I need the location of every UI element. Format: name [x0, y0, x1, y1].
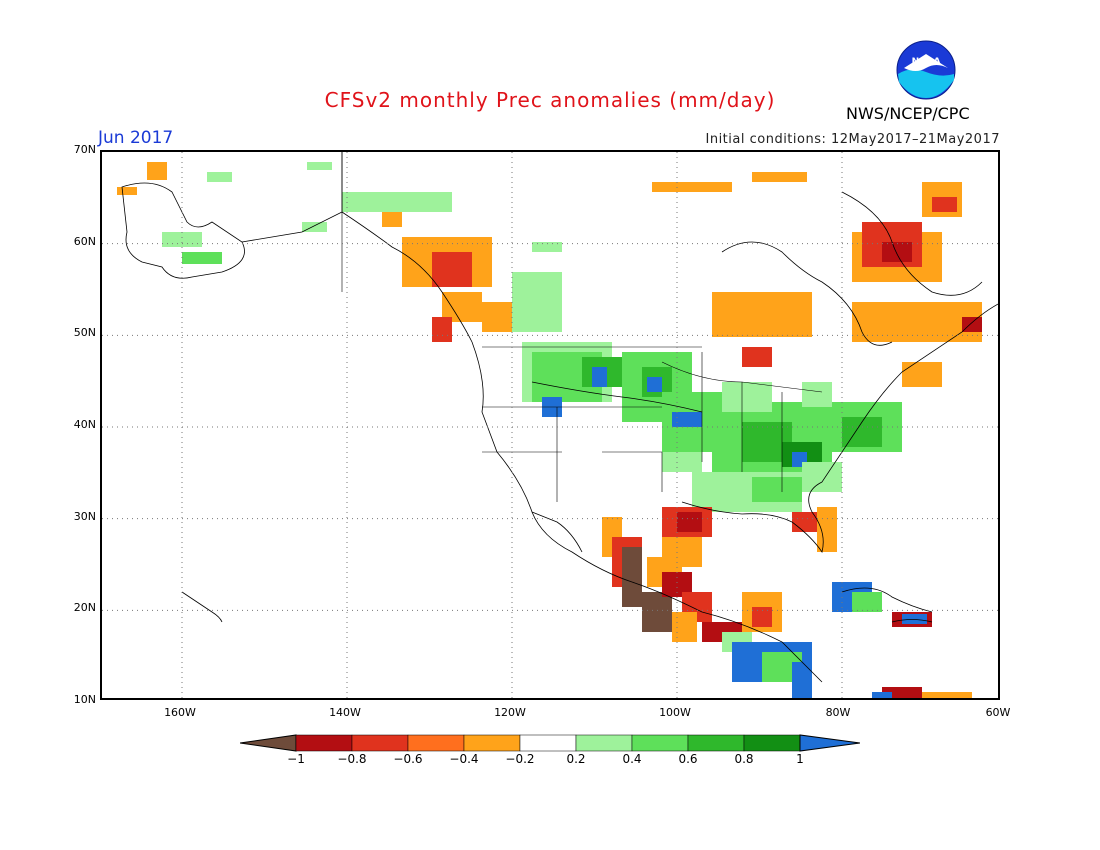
- legend-label: −0.8: [337, 752, 367, 766]
- legend-swatch: [295, 734, 353, 752]
- anomaly-cell: [802, 462, 842, 492]
- legend-swatch: [631, 734, 689, 752]
- lat-label: 70N: [73, 143, 96, 156]
- anomaly-cell: [852, 592, 882, 612]
- lon-label: 100W: [659, 706, 691, 719]
- legend-swatch: [687, 734, 745, 752]
- legend-label: −0.4: [449, 752, 479, 766]
- anomaly-cell: [672, 412, 702, 427]
- anomaly-cell: [902, 362, 942, 387]
- anomaly-cell: [882, 687, 922, 698]
- legend-swatch: [407, 734, 465, 752]
- anomaly-cell: [882, 242, 912, 262]
- legend-bar: [239, 734, 861, 752]
- anomaly-cell: [962, 317, 982, 332]
- legend-label: 0.6: [678, 752, 698, 766]
- anomaly-cell: [117, 187, 137, 195]
- anomaly-cells: [117, 162, 982, 698]
- anomaly-cell: [432, 252, 472, 287]
- anomaly-cell: [302, 222, 327, 232]
- legend-label: 1: [796, 752, 804, 766]
- graticule: [102, 152, 998, 698]
- anomaly-cell: [752, 607, 772, 627]
- lat-label: 60N: [73, 234, 96, 248]
- legend-label: −0.2: [505, 752, 535, 766]
- lon-label: 80W: [825, 706, 851, 719]
- anomaly-cell: [817, 507, 837, 552]
- legend-swatch: [519, 734, 577, 752]
- anomaly-cell: [932, 197, 957, 212]
- anomaly-cell: [532, 242, 562, 252]
- legend-label: −1: [287, 752, 305, 766]
- anomaly-cell: [182, 252, 222, 264]
- lon-label: 160W: [164, 706, 196, 719]
- anomaly-cell: [677, 512, 702, 532]
- anomaly-cell: [147, 162, 167, 180]
- anomaly-cell: [307, 162, 332, 170]
- anomaly-cell: [652, 182, 732, 192]
- lon-label: 120W: [494, 706, 526, 719]
- legend-label: −0.6: [393, 752, 423, 766]
- anomaly-cell: [752, 172, 807, 182]
- anomaly-map: [100, 150, 1000, 700]
- month-label: Jun 2017: [98, 128, 174, 148]
- lon-label: 140W: [329, 706, 361, 719]
- anomaly-cell: [712, 292, 812, 337]
- noaa-logo-text: NOAA: [912, 57, 941, 67]
- legend-label: 0.2: [566, 752, 586, 766]
- agency-label: NWS/NCEP/CPC: [846, 104, 970, 123]
- legend-swatch: [575, 734, 633, 752]
- anomaly-cell: [432, 317, 452, 342]
- lat-label: 10N: [73, 693, 96, 706]
- anomaly-cell: [802, 382, 832, 407]
- lat-label: 20N: [73, 601, 96, 615]
- anomaly-cell: [752, 477, 802, 502]
- anomaly-cell: [902, 614, 927, 624]
- anomaly-cell: [742, 347, 772, 367]
- anomaly-cell: [922, 692, 972, 698]
- anomaly-cell: [642, 592, 672, 632]
- legend-swatch: [463, 734, 521, 752]
- coastlines: [121, 152, 998, 683]
- anomaly-cell: [207, 172, 232, 182]
- lat-label: 30N: [73, 509, 96, 523]
- anomaly-cell: [672, 612, 697, 642]
- legend-swatch: [799, 734, 861, 752]
- anomaly-cell: [622, 547, 642, 607]
- anomaly-cell: [792, 662, 812, 698]
- anomaly-cell: [792, 512, 822, 532]
- noaa-logo: NOAA: [896, 40, 956, 100]
- anomaly-cell: [722, 382, 772, 412]
- anomaly-cell: [342, 192, 452, 212]
- lat-label: 40N: [73, 418, 96, 431]
- legend-label: 0.4: [622, 752, 642, 766]
- anomaly-cell: [512, 272, 562, 332]
- map-canvas: [102, 152, 998, 698]
- anomaly-cell: [592, 367, 607, 387]
- legend-swatch: [239, 734, 297, 752]
- anomaly-cell: [647, 377, 662, 392]
- lat-label: 50N: [73, 326, 96, 340]
- legend-swatch: [351, 734, 409, 752]
- legend-swatch: [743, 734, 801, 752]
- anomaly-cell: [382, 212, 402, 227]
- anomaly-cell: [872, 692, 892, 698]
- chart-title: CFSv2 monthly Prec anomalies (mm/day): [324, 88, 776, 112]
- lon-label: 60W: [985, 706, 1011, 719]
- anomaly-cell: [162, 232, 202, 247]
- initial-conditions-label: Initial conditions: 12May2017–21May2017: [705, 132, 1000, 147]
- legend-label: 0.8: [734, 752, 754, 766]
- color-legend: [239, 732, 861, 772]
- anomaly-cell: [662, 452, 702, 472]
